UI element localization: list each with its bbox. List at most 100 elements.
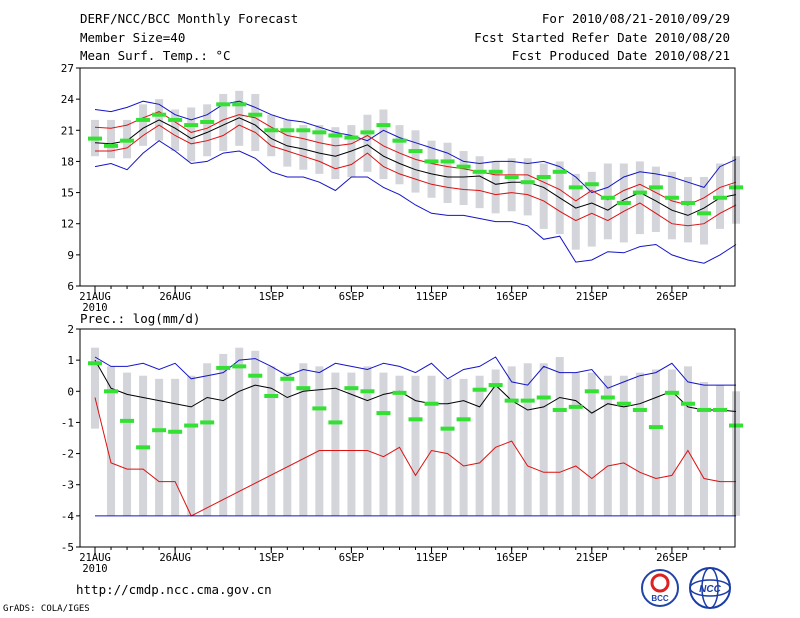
bcc-logo-icon: BCC <box>641 569 679 607</box>
temperature-ensemble-marker <box>392 138 407 143</box>
temperature-spread-bar <box>203 104 212 157</box>
precipitation-spread-bar <box>475 375 484 516</box>
temperature-spread-bar <box>635 161 644 235</box>
precipitation-ensemble-marker <box>152 428 167 433</box>
precipitation-spread-bar <box>203 363 212 516</box>
temperature-ensemble-marker <box>312 130 327 135</box>
temperature-spread-bar <box>683 177 692 243</box>
precipitation-spread-bar <box>219 353 228 516</box>
precipitation-ensemble-marker <box>648 425 663 430</box>
temperature-max-line <box>94 100 737 194</box>
temperature-ensemble-marker <box>120 138 135 143</box>
temperature-y-tick-label: 18 <box>61 155 74 168</box>
precipitation-spread-bar <box>427 375 436 516</box>
precipitation-spread-bar <box>523 363 532 516</box>
precipitation-ensemble-marker <box>632 407 647 412</box>
temperature-ensemble-marker <box>152 112 167 117</box>
temperature-x-tick-label: 26SEP <box>656 291 688 303</box>
temperature-ensemble-marker <box>440 159 455 164</box>
temperature-ensemble-marker <box>616 200 631 205</box>
precipitation-x-tick-label: 1SEP <box>259 552 284 564</box>
temperature-plot-frame <box>79 67 736 287</box>
precipitation-ensemble-marker <box>456 417 471 422</box>
temperature-x-tick-label: 21AUG <box>79 291 111 303</box>
precipitation-spread-bar <box>315 366 324 516</box>
precipitation-ensemble-marker <box>600 395 615 400</box>
precipitation-ensemble-marker <box>408 417 423 422</box>
temperature-spread-bar <box>171 109 180 152</box>
precipitation-spread-bar <box>587 372 596 516</box>
precipitation-ensemble-marker <box>584 389 599 394</box>
precipitation-spread-bar <box>363 366 372 516</box>
precipitation-spread-bar <box>603 375 612 516</box>
precipitation-spread-bar <box>732 391 741 516</box>
precipitation-ensemble-marker <box>168 429 183 434</box>
temperature-spread-bar <box>363 114 372 172</box>
temperature-ensemble-marker <box>232 102 247 107</box>
temperature-ensemble-marker <box>136 117 151 122</box>
ncc-logo-icon: NCC <box>689 567 731 609</box>
temperature-spread-bar <box>475 156 484 209</box>
temperature-ensemble-marker <box>344 135 359 140</box>
temperature-spread-bar <box>219 93 228 152</box>
precipitation-ensemble-marker <box>472 387 487 392</box>
precipitation-ensemble-marker <box>424 401 439 406</box>
precipitation-ensemble-marker <box>664 390 679 395</box>
temperature-y-tick-label: 21 <box>61 124 74 137</box>
temperature-spread-bar <box>571 173 580 250</box>
svg-text:NCC: NCC <box>699 584 721 595</box>
precipitation-ensemble-marker <box>328 420 343 425</box>
temperature-ensemble-marker <box>376 123 391 128</box>
temperature-spread-bar <box>667 171 676 240</box>
precipitation-ensemble-marker <box>104 389 119 394</box>
precipitation-x-tick-sublabel: 2010 <box>82 563 107 575</box>
temperature-ensemble-marker <box>456 164 471 169</box>
temperature-spread-bar <box>267 114 276 157</box>
temperature-ensemble-marker <box>328 133 343 138</box>
precipitation-ensemble-marker <box>713 407 727 412</box>
precipitation-x-tick-label: 26AUG <box>159 552 191 564</box>
temperature-ensemble-marker <box>600 195 615 200</box>
temperature-ensemble-marker <box>408 149 423 154</box>
temperature-ensemble-marker <box>568 185 583 190</box>
precipitation-ensemble-marker <box>729 423 744 428</box>
precipitation-x-tick-label: 21SEP <box>576 552 608 564</box>
precipitation-y-tick-label: -3 <box>61 479 74 492</box>
temperature-spread-bar <box>251 93 260 152</box>
temperature-spread-bar <box>187 107 196 162</box>
temperature-spread-bar <box>491 161 500 214</box>
precipitation-mean-line <box>94 359 737 414</box>
precipitation-spread-bar <box>331 372 340 516</box>
temperature-spread-bar <box>603 163 612 240</box>
precipitation-ensemble-marker <box>248 373 263 378</box>
temperature-spread-bar <box>299 125 308 170</box>
forecast-period: For 2010/08/21-2010/09/29 <box>541 11 730 26</box>
precipitation-spread-bar <box>651 369 660 516</box>
precipitation-ensemble-marker <box>232 364 247 369</box>
temperature-ensemble-marker <box>88 136 102 141</box>
precipitation-spread-bar <box>155 378 164 516</box>
svg-text:BCC: BCC <box>651 594 669 603</box>
temperature-spread-bar <box>283 119 292 167</box>
precipitation-ensemble-marker <box>440 426 455 431</box>
temperature-ensemble-marker <box>552 169 567 174</box>
temperature-lower-line <box>95 124 737 227</box>
precipitation-ensemble-marker <box>280 376 295 381</box>
precipitation-spread-bar <box>347 372 356 516</box>
precipitation-ensemble-marker <box>488 383 503 388</box>
precipitation-ensemble-marker <box>360 389 375 394</box>
precipitation-ensemble-marker <box>296 386 311 391</box>
precipitation-ensemble-marker <box>312 406 327 411</box>
precipitation-y-tick-label: 1 <box>67 354 74 367</box>
precipitation-spread-bar <box>443 378 452 516</box>
member-size-label: Member Size=40 <box>80 30 186 45</box>
precipitation-spread-bar <box>91 347 99 429</box>
temperature-ensemble-marker <box>632 190 647 195</box>
precipitation-y-tick-label: -4 <box>61 510 75 523</box>
temperature-ensemble-marker <box>713 195 727 200</box>
precipitation-spread-bar <box>459 378 468 516</box>
temperature-spread-bar <box>459 151 468 206</box>
precipitation-ensemble-marker <box>120 418 135 423</box>
precipitation-ensemble-marker <box>680 401 695 406</box>
temperature-ensemble-marker <box>296 128 311 133</box>
